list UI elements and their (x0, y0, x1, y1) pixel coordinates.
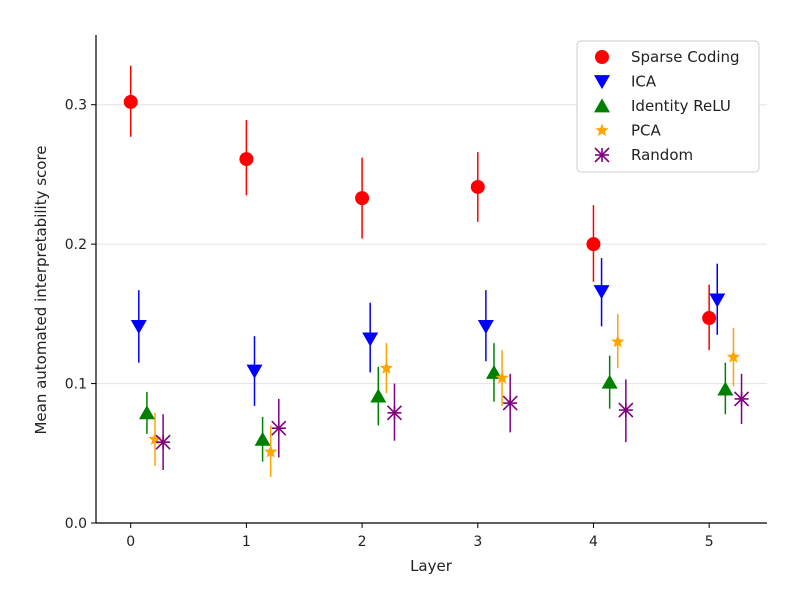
legend-marker-pca (595, 123, 609, 137)
pca-point (611, 334, 625, 348)
legend-marker-ica (594, 75, 610, 90)
ica-point (362, 332, 379, 347)
ica-point (709, 293, 726, 308)
y-tick-label: 0.2 (65, 237, 87, 253)
sparse-coding-point (355, 191, 370, 206)
x-tick-label: 0 (126, 534, 135, 550)
tick-labels: 0.0 0.1 0.2 0.3 0 1 2 3 4 5 (65, 98, 714, 550)
legend: Sparse Coding ICA Identity ReLU PCA Random (576, 40, 760, 173)
sparse-coding-point (586, 237, 601, 252)
identity-relu-point (601, 374, 618, 389)
y-tick-label: 0.0 (65, 516, 87, 532)
random-point (386, 405, 403, 421)
axes (95, 35, 767, 524)
ica-point (477, 320, 494, 335)
y-axis-label: Mean automated interpretability score (32, 145, 50, 434)
random-point (618, 402, 634, 418)
random-point (733, 391, 750, 407)
legend-marker-sparse-coding (595, 50, 609, 64)
ica-point (593, 285, 610, 300)
x-axis-label: Layer (410, 557, 453, 575)
x-tick-label: 3 (473, 534, 482, 550)
sparse-coding-point (702, 311, 717, 326)
identity-relu-point (254, 431, 271, 446)
sparse-coding-point (470, 179, 485, 194)
legend-box (576, 40, 760, 173)
ica-point (246, 364, 263, 379)
pca-point (148, 432, 162, 446)
legend-label-pca: PCA (631, 122, 662, 140)
data-markers (123, 94, 750, 458)
legend-marker-identity-relu (594, 98, 610, 113)
random-point (155, 434, 171, 450)
x-tick-label: 5 (705, 534, 714, 550)
random-point (502, 395, 518, 411)
x-tick-label: 1 (242, 534, 251, 550)
sparse-coding-point (239, 152, 254, 167)
legend-label-random: Random (631, 146, 693, 164)
random-point (271, 420, 287, 436)
legend-label-sparse-coding: Sparse Coding (631, 48, 740, 66)
legend-marker-random (594, 147, 610, 163)
y-tick-label: 0.1 (65, 377, 87, 393)
x-tick-label: 4 (589, 534, 598, 550)
identity-relu-point (370, 388, 387, 403)
legend-label-identity-relu: Identity ReLU (631, 97, 731, 115)
identity-relu-point (138, 405, 155, 420)
legend-label-ica: ICA (631, 73, 657, 91)
identity-relu-point (485, 364, 502, 379)
sparse-coding-point (123, 94, 138, 109)
pca-point (726, 350, 741, 363)
y-tick-label: 0.3 (65, 98, 87, 114)
pca-point (495, 370, 509, 384)
ica-point (130, 320, 147, 335)
pca-point (379, 361, 394, 374)
identity-relu-point (717, 381, 734, 396)
pca-point (264, 444, 278, 458)
x-tick-label: 2 (358, 534, 367, 550)
